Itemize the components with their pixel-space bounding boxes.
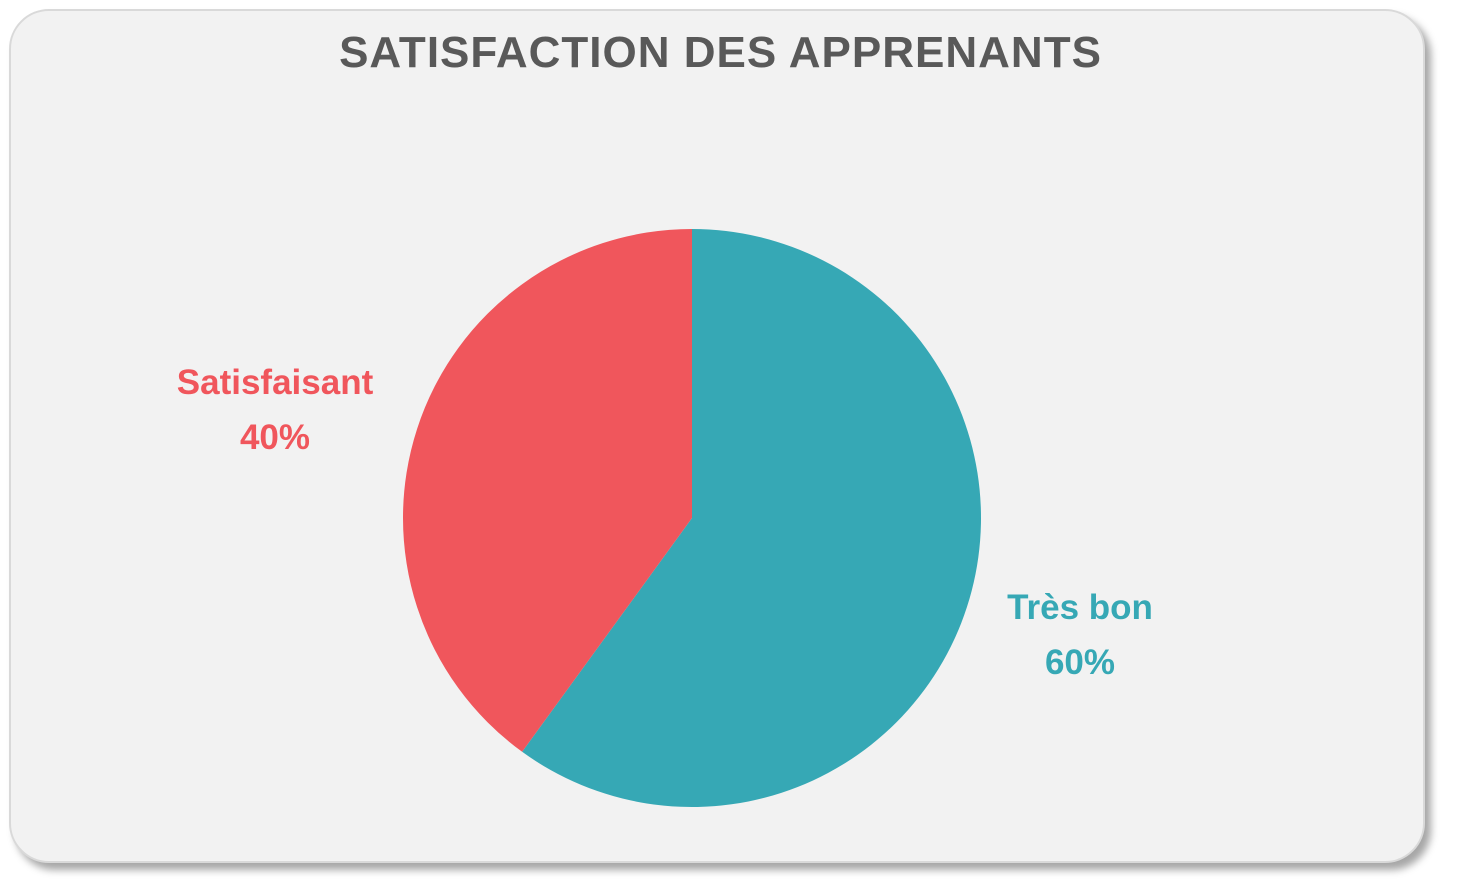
- data-label-satisfaisant-name: Satisfaisant: [176, 363, 374, 402]
- pie-slice-satisfaisant: [403, 229, 692, 752]
- data-label-tres-bon: Très bon 60%: [970, 580, 1190, 690]
- chart-title: SATISFACTION DES APPRENANTS: [339, 28, 1102, 77]
- data-label-tres-bon-value: 60%: [1044, 643, 1116, 682]
- data-label-satisfaisant: Satisfaisant 40%: [150, 355, 400, 465]
- pie-slice-tres-bon: [522, 229, 981, 807]
- data-label-satisfaisant-value: 40%: [239, 418, 311, 457]
- data-label-tres-bon-name: Très bon: [1007, 588, 1153, 627]
